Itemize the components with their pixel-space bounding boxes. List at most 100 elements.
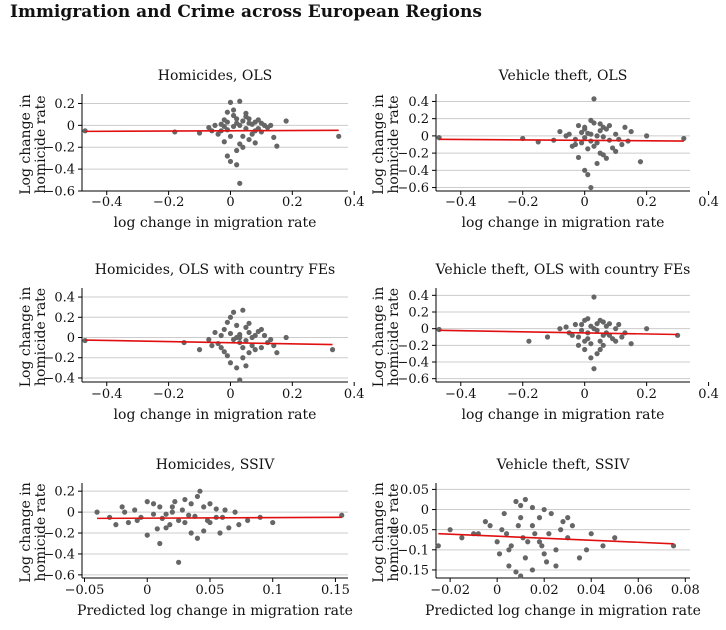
- data-point: [245, 517, 251, 524]
- data-point: [150, 511, 157, 517]
- data-point: [628, 128, 634, 135]
- y-tick-label: 0.4: [408, 95, 429, 110]
- data-point: [499, 527, 505, 533]
- data-point: [594, 321, 600, 327]
- data-point: [221, 123, 227, 130]
- data-point: [230, 107, 237, 113]
- data-point: [274, 350, 280, 356]
- data-point: [613, 131, 619, 137]
- data-point: [644, 326, 650, 332]
- y-tick-label: −0.2: [43, 351, 75, 366]
- data-point: [246, 329, 252, 336]
- data-point: [619, 334, 625, 340]
- data-point: [94, 509, 100, 515]
- y-tick-label: 0: [421, 129, 429, 144]
- data-point: [201, 504, 207, 510]
- data-point: [597, 317, 603, 323]
- x-axis-label: log change in migration rate: [462, 407, 665, 423]
- chart-title: Homicides, OLS: [158, 68, 272, 84]
- x-tick-label: 0.2: [636, 195, 657, 210]
- y-axis-label: Log change in: [371, 287, 387, 388]
- data-point: [182, 496, 188, 503]
- y-tick-label: −0.2: [43, 527, 75, 542]
- data-point: [157, 540, 163, 547]
- x-axis-label: log change in migration rate: [114, 407, 317, 423]
- data-point: [169, 504, 175, 510]
- y-axis-label: Log change in: [18, 482, 34, 583]
- data-point: [572, 321, 578, 328]
- y-tick-label: 0.2: [54, 97, 75, 112]
- data-point: [246, 320, 252, 326]
- data-point: [163, 525, 169, 531]
- x-tick-label: 0: [143, 583, 151, 598]
- data-point: [221, 349, 227, 355]
- data-point: [578, 129, 585, 136]
- data-point: [249, 121, 255, 127]
- data-point: [236, 522, 242, 528]
- data-point: [194, 493, 201, 500]
- data-point: [536, 515, 543, 521]
- data-point: [119, 504, 125, 510]
- data-point: [196, 347, 203, 353]
- data-point: [578, 321, 585, 328]
- data-point: [197, 488, 203, 494]
- data-point: [603, 126, 609, 132]
- data-point: [230, 112, 237, 119]
- data-point: [435, 543, 441, 549]
- fit-line: [439, 329, 678, 336]
- data-point: [213, 506, 219, 512]
- chart-panel-homicides-ssiv: Homicides, SSIV 0.2 0 −0.2 −0.4 −0.6−0.05 0 0.0…: [18, 457, 353, 619]
- data-point: [591, 326, 597, 332]
- chart-title: Vehicle theft, SSIV: [496, 457, 631, 473]
- data-point: [157, 504, 163, 510]
- data-point: [546, 531, 552, 537]
- data-point: [226, 525, 232, 531]
- data-point: [237, 98, 243, 104]
- data-point: [249, 334, 255, 341]
- fit-line: [438, 532, 674, 545]
- data-point: [563, 133, 569, 139]
- chart-panel-homicides-ols: Homicides, OLS 0.2 0 −0.2 −0.4 −0.6 −0.4 −0.2 0 0…: [18, 68, 365, 231]
- y-axis-label: homicide rate: [33, 95, 49, 193]
- data-point: [243, 110, 249, 116]
- data-point: [243, 363, 249, 369]
- data-point: [230, 123, 237, 130]
- data-point: [252, 140, 258, 146]
- data-point: [513, 569, 519, 575]
- data-point: [560, 519, 566, 525]
- x-tick-label: 0.4: [344, 195, 365, 210]
- y-tick-label: −0.4: [43, 547, 75, 562]
- data-point: [234, 147, 240, 154]
- data-point: [218, 345, 224, 351]
- data-point: [436, 326, 442, 333]
- data-point: [569, 143, 575, 149]
- data-point: [224, 353, 230, 359]
- data-point: [603, 323, 609, 329]
- data-point: [565, 515, 571, 521]
- chart-title: Vehicle theft, OLS: [498, 68, 628, 84]
- data-point: [482, 519, 488, 525]
- x-tick-label: −0.4: [91, 195, 123, 210]
- data-point: [600, 543, 606, 549]
- chart-panel-vehicle-theft-ssiv: Vehicle theft, SSIV 0.05 0 −0.05 −0.1 −0.15−0…: [371, 457, 701, 619]
- data-point: [548, 510, 554, 517]
- data-point: [588, 341, 594, 347]
- data-point: [125, 519, 132, 526]
- x-axis-label: log change in migration rate: [462, 215, 665, 231]
- data-point: [582, 135, 588, 141]
- data-point: [518, 515, 524, 521]
- chart-title: Homicides, OLS with country FEs: [95, 262, 336, 278]
- data-point: [224, 153, 230, 159]
- data-point: [543, 559, 550, 565]
- data-point: [113, 522, 119, 528]
- x-tick-label: −0.2: [153, 195, 185, 210]
- data-point: [144, 499, 150, 505]
- x-tick-label: 0.4: [344, 387, 365, 402]
- data-point: [501, 510, 507, 517]
- y-tick-label: −0.1: [397, 543, 429, 558]
- data-point: [487, 523, 493, 529]
- data-point: [582, 167, 588, 173]
- chart-panel-vehicle-theft-ols-fe: Vehicle theft, OLS with country FEs 0.4 0.…: [371, 262, 719, 423]
- data-point: [619, 141, 625, 148]
